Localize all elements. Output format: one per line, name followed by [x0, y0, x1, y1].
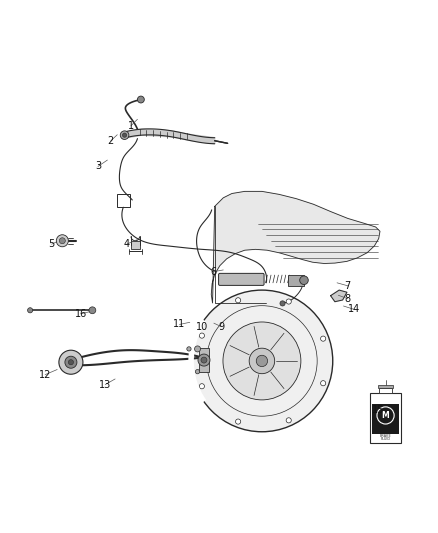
Text: 13: 13 [99, 379, 111, 390]
Circle shape [199, 333, 205, 338]
Circle shape [68, 360, 74, 365]
Bar [288, 274, 304, 286]
Circle shape [57, 235, 68, 247]
Text: 16: 16 [74, 309, 87, 319]
Circle shape [123, 133, 127, 138]
Text: 14: 14 [348, 304, 360, 314]
Circle shape [59, 350, 83, 374]
Polygon shape [211, 191, 380, 303]
Text: FLUID: FLUID [381, 437, 391, 441]
Circle shape [138, 96, 144, 103]
Text: 4: 4 [124, 239, 130, 249]
Circle shape [187, 347, 191, 351]
Circle shape [28, 308, 33, 313]
Text: 12: 12 [39, 370, 51, 379]
FancyBboxPatch shape [219, 273, 264, 285]
Bar [199, 348, 208, 372]
Circle shape [195, 369, 200, 374]
Circle shape [199, 384, 205, 389]
Circle shape [280, 301, 285, 306]
Text: 15: 15 [371, 405, 384, 415]
Bar [131, 241, 140, 249]
Circle shape [236, 298, 241, 303]
Circle shape [256, 356, 268, 367]
Bar [370, 393, 401, 443]
Circle shape [249, 348, 275, 374]
Text: BRAKE: BRAKE [380, 434, 392, 438]
Circle shape [201, 357, 207, 363]
Circle shape [223, 322, 301, 400]
Text: 9: 9 [218, 321, 224, 332]
Text: 11: 11 [173, 319, 186, 329]
Circle shape [191, 290, 333, 432]
Bar [379, 387, 392, 393]
Text: 8: 8 [345, 294, 351, 304]
Text: 1: 1 [128, 120, 134, 131]
Circle shape [120, 131, 129, 140]
Bar [378, 385, 393, 387]
Circle shape [236, 419, 241, 424]
Text: 5: 5 [49, 239, 55, 249]
Bar [372, 403, 399, 434]
Circle shape [198, 354, 210, 366]
Circle shape [89, 307, 96, 314]
Polygon shape [331, 290, 347, 302]
Circle shape [194, 346, 201, 352]
Circle shape [377, 407, 394, 424]
Circle shape [59, 238, 65, 244]
Text: 2: 2 [108, 136, 114, 146]
Circle shape [321, 381, 326, 386]
Circle shape [321, 336, 326, 341]
Bar [117, 195, 130, 207]
Text: 3: 3 [95, 161, 101, 172]
Circle shape [286, 418, 291, 423]
Circle shape [65, 356, 77, 368]
Text: 6: 6 [211, 266, 217, 277]
Text: 10: 10 [196, 321, 208, 332]
Circle shape [286, 299, 291, 304]
Circle shape [300, 276, 308, 285]
Text: M: M [381, 411, 389, 420]
Polygon shape [123, 129, 215, 144]
Text: 7: 7 [345, 281, 351, 291]
